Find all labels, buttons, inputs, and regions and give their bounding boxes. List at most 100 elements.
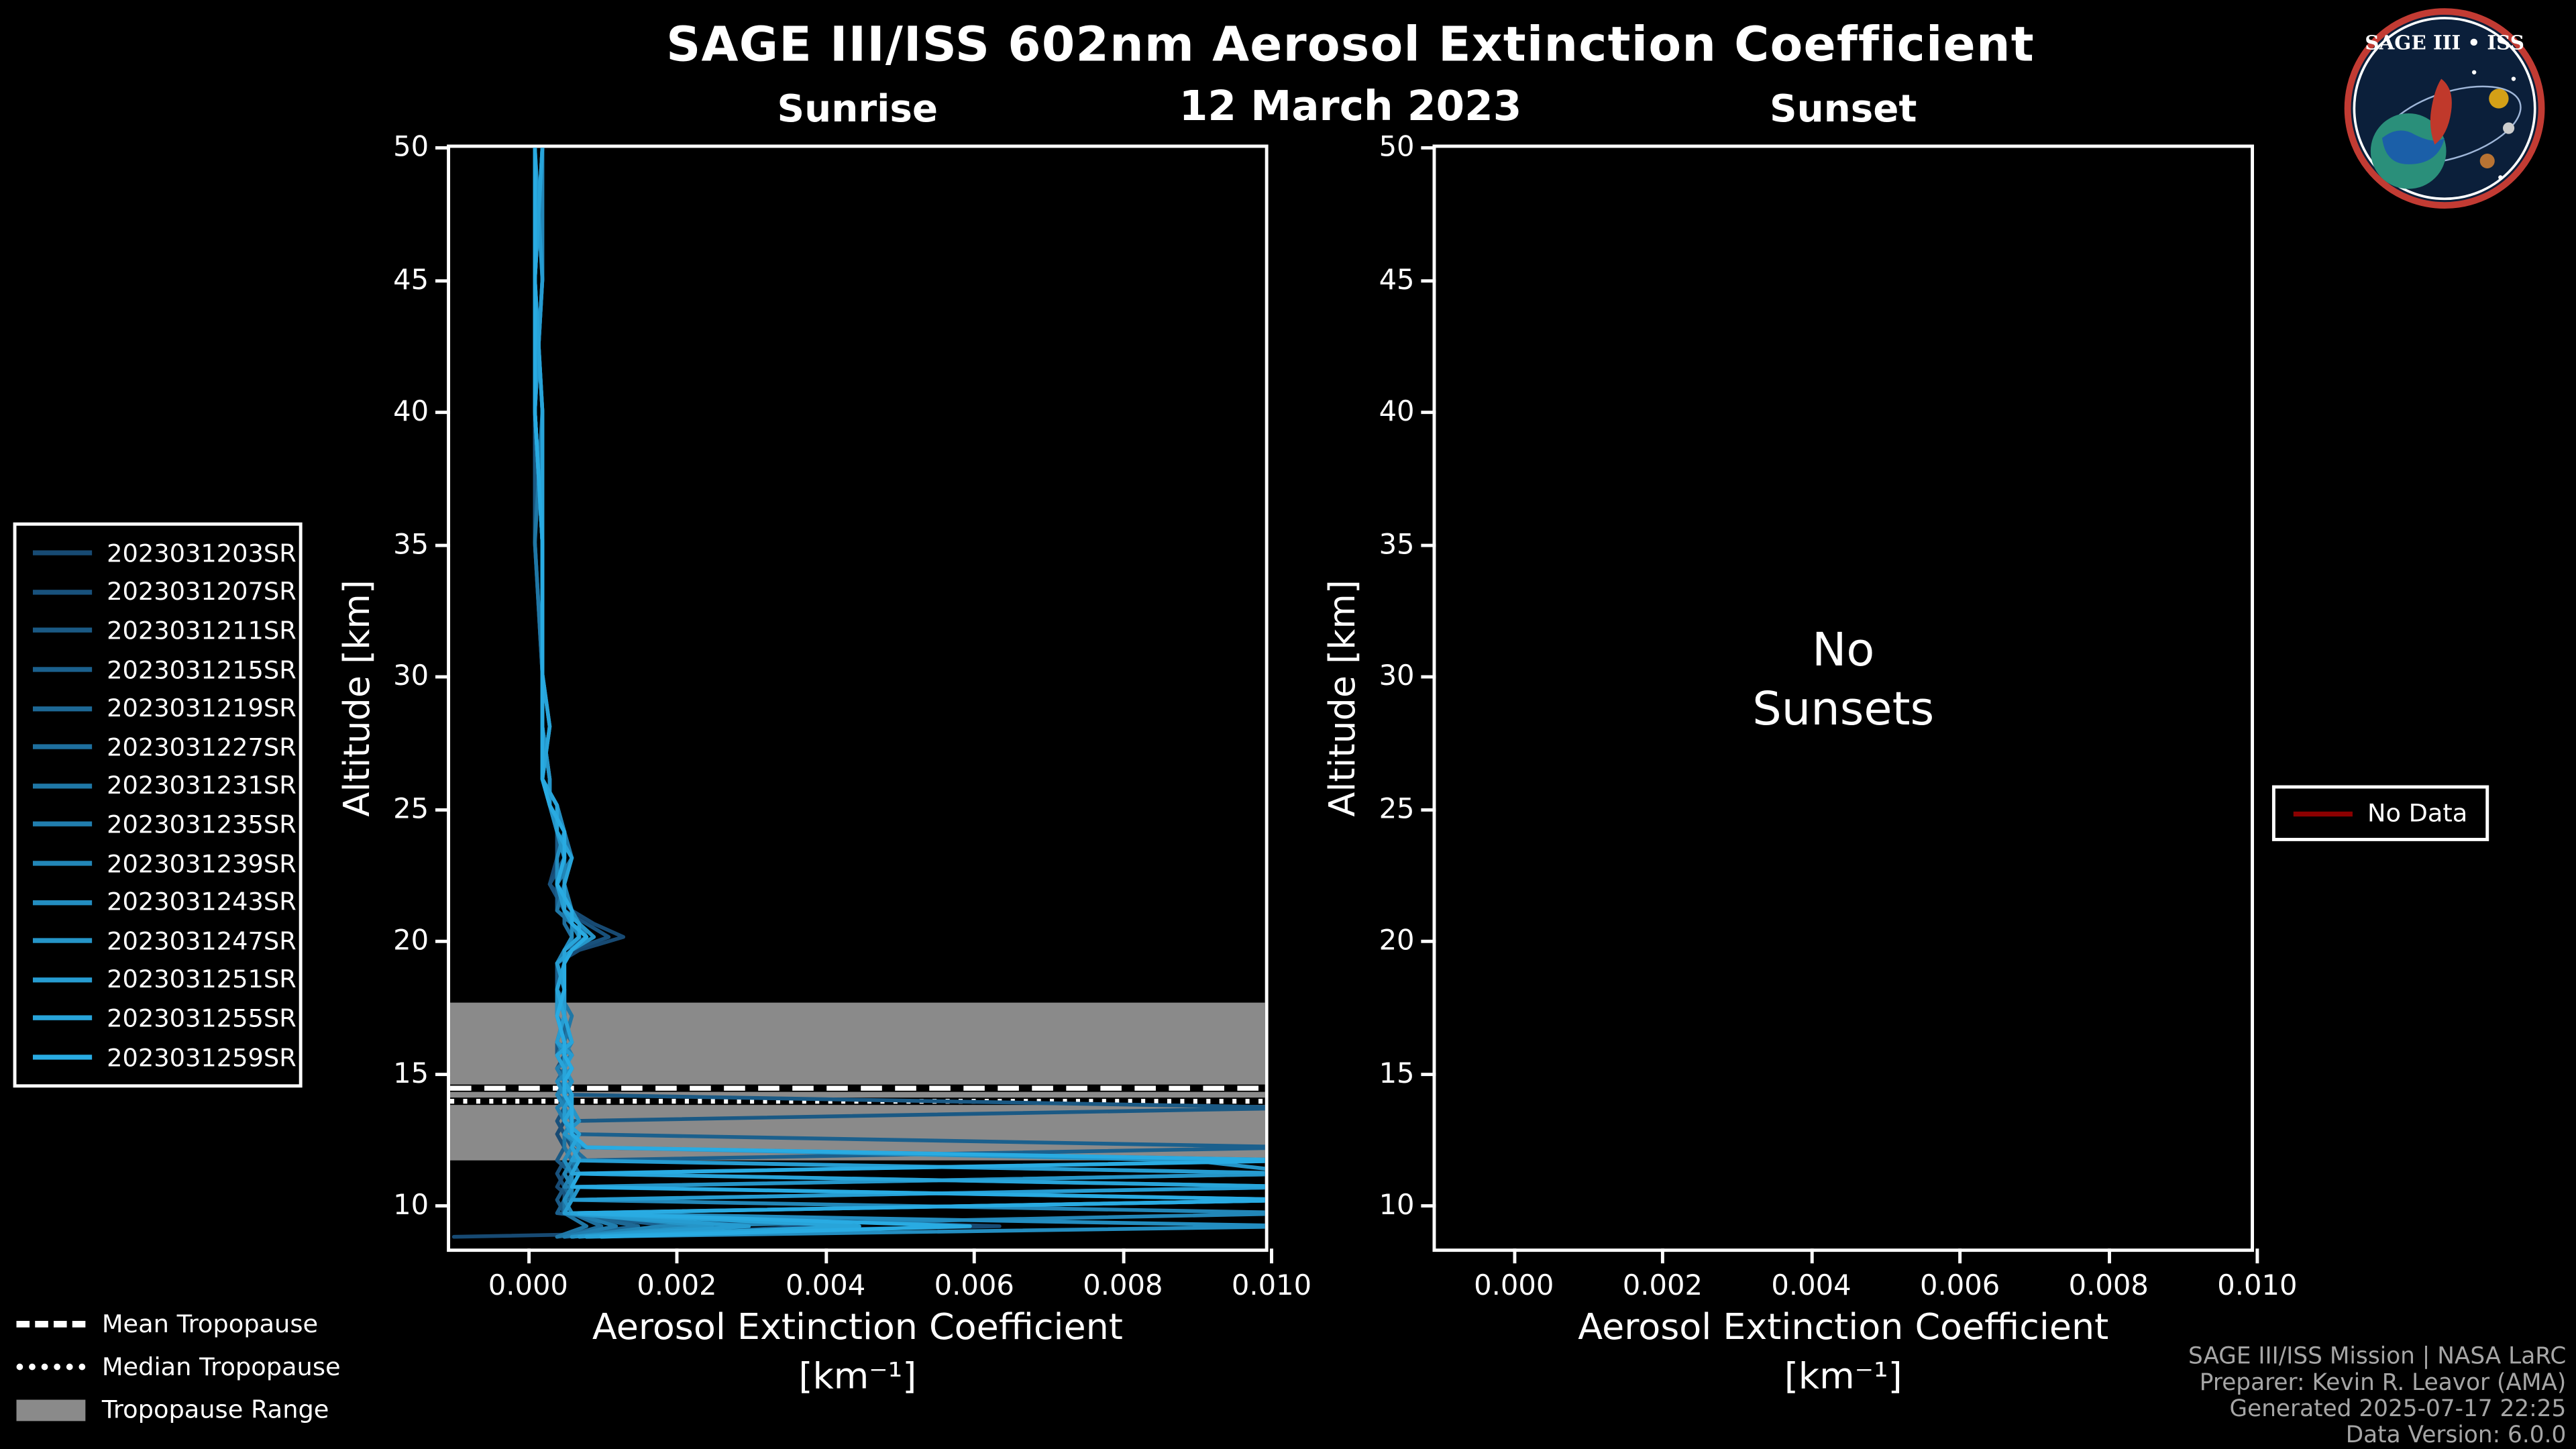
median-tropopause-swatch [16, 1363, 86, 1371]
series-legend: 2023031203SR 2023031207SR 2023031211SR 2023… [13, 522, 303, 1088]
no-data-legend: No Data [2271, 785, 2489, 841]
series-legend-swatch [32, 977, 93, 983]
series-legend-label: 2023031215SR [107, 655, 297, 685]
x-tick-label: 0.006 [934, 1270, 1014, 1303]
tropopause-range-label: Tropopause Range [101, 1395, 329, 1425]
series-legend-item: 2023031247SR [16, 922, 299, 961]
series-legend-item: 2023031211SR [16, 611, 299, 650]
x-tick-label: 0.008 [2068, 1270, 2149, 1303]
x-tick-mark [2255, 1248, 2259, 1264]
x-tick-mark [1809, 1248, 1813, 1264]
logo-planet-2 [2503, 122, 2515, 134]
x-tick-label: 0.010 [1231, 1270, 1312, 1303]
y-tick-label: 25 [393, 792, 429, 826]
y-tick-mark [435, 1072, 451, 1076]
page-title: SAGE III/ISS 602nm Aerosol Extinction Co… [666, 16, 2035, 72]
series-legend-item: 2023031251SR [16, 961, 299, 1000]
sunrise-x-axis-label: Aerosol Extinction Coefficient [592, 1307, 1123, 1349]
series-legend-item: 2023031235SR [16, 805, 299, 844]
x-tick-mark [2106, 1248, 2110, 1264]
date-subtitle: 12 March 2023 [1179, 82, 1522, 130]
x-tick-label: 0.002 [637, 1270, 717, 1303]
x-tick-label: 0.010 [2217, 1270, 2298, 1303]
footer-preparer: Preparer: Kevin R. Leavor (AMA) [2199, 1370, 2567, 1397]
sunrise-x-axis-units: [km⁻¹] [798, 1356, 917, 1399]
y-tick-mark [1421, 1204, 1436, 1208]
y-tick-label: 25 [1379, 792, 1415, 826]
x-tick-mark [972, 1248, 976, 1264]
sunrise-title: Sunrise [777, 89, 938, 131]
tropopause-range-legend-item: Tropopause Range [16, 1395, 340, 1424]
series-legend-item: 2023031239SR [16, 844, 299, 883]
y-tick-label: 20 [1379, 925, 1415, 959]
series-legend-swatch [32, 1016, 93, 1021]
x-tick-mark [675, 1248, 679, 1264]
x-tick-mark [1958, 1248, 1962, 1264]
y-tick-mark [1421, 146, 1436, 150]
series-legend-label: 2023031227SR [107, 732, 297, 762]
y-tick-label: 40 [1379, 396, 1415, 429]
y-tick-label: 35 [393, 528, 429, 561]
sunrise-plot-area [450, 148, 1265, 1239]
median-tropopause-label: Median Tropopause [101, 1352, 341, 1382]
series-legend-swatch [32, 861, 93, 866]
sunset-x-axis-label: Aerosol Extinction Coefficient [1578, 1307, 2109, 1349]
y-tick-mark [435, 940, 451, 944]
footer-credits: SAGE III/ISS Mission | NASA LaRC Prepare… [2188, 1344, 2566, 1449]
series-legend-swatch [32, 628, 93, 634]
logo-star-3 [2498, 175, 2503, 180]
series-legend-swatch [32, 783, 93, 789]
y-tick-label: 10 [393, 1189, 429, 1223]
logo-planet-1 [2489, 89, 2509, 109]
y-tick-mark [435, 675, 451, 679]
x-tick-label: 0.008 [1083, 1270, 1163, 1303]
y-tick-label: 30 [393, 660, 429, 694]
series-legend-item: 2023031207SR [16, 573, 299, 612]
series-legend-swatch [32, 822, 93, 827]
y-tick-mark [435, 807, 451, 811]
series-legend-label: 2023031207SR [107, 577, 297, 607]
y-tick-mark [1421, 940, 1436, 944]
mean-tropopause-label: Mean Tropopause [101, 1309, 319, 1339]
x-tick-label: 0.004 [1771, 1270, 1851, 1303]
logo-earth-ocean [2382, 130, 2445, 164]
x-tick-mark [526, 1248, 530, 1264]
x-tick-label: 0.004 [785, 1270, 866, 1303]
y-tick-mark [435, 146, 451, 150]
sunset-panel: Sunset No Sunsets Altitude [km] Aerosol … [1324, 89, 2298, 1398]
y-tick-mark [435, 543, 451, 547]
series-legend-swatch [32, 1055, 93, 1060]
x-tick-mark [1270, 1248, 1273, 1264]
series-legend-label: 2023031203SR [107, 538, 297, 568]
x-tick-label: 0.000 [488, 1270, 568, 1303]
footer-generated: Generated 2025-07-17 22:25 [2229, 1396, 2567, 1423]
series-legend-label: 2023031259SR [107, 1042, 297, 1072]
series-legend-swatch [32, 938, 93, 944]
series-legend-label: 2023031219SR [107, 693, 297, 723]
series-legend-item: 2023031215SR [16, 650, 299, 689]
series-legend-swatch [32, 551, 93, 556]
series-legend-swatch [32, 706, 93, 711]
y-tick-mark [1421, 278, 1436, 282]
y-tick-label: 40 [393, 396, 429, 429]
x-tick-label: 0.002 [1622, 1270, 1703, 1303]
series-legend-label: 2023031211SR [107, 616, 297, 646]
sunset-y-axis-label: Altitude [km] [1323, 580, 1364, 817]
sunrise-y-axis-label: Altitude [km] [337, 580, 379, 817]
median-tropopause-legend-item: Median Tropopause [16, 1352, 341, 1382]
footer-mission: SAGE III/ISS Mission | NASA LaRC [2188, 1344, 2567, 1371]
series-legend-swatch [32, 900, 93, 905]
y-tick-label: 35 [1379, 528, 1415, 561]
mean-tropopause-legend-item: Mean Tropopause [16, 1309, 340, 1339]
tropopause-legend: Mean Tropopause Median Tropopause Tropop… [16, 1309, 341, 1424]
mean-tropopause-swatch [16, 1320, 86, 1328]
y-tick-label: 50 [1379, 131, 1415, 164]
y-tick-label: 45 [393, 264, 429, 297]
sunrise-panel: Sunrise Altitude [km] Aerosol Extinction… [337, 89, 1311, 1398]
y-tick-label: 15 [393, 1057, 429, 1091]
series-legend-swatch [32, 745, 93, 750]
y-tick-label: 50 [393, 131, 429, 164]
y-tick-mark [435, 278, 451, 282]
y-tick-mark [435, 411, 451, 415]
